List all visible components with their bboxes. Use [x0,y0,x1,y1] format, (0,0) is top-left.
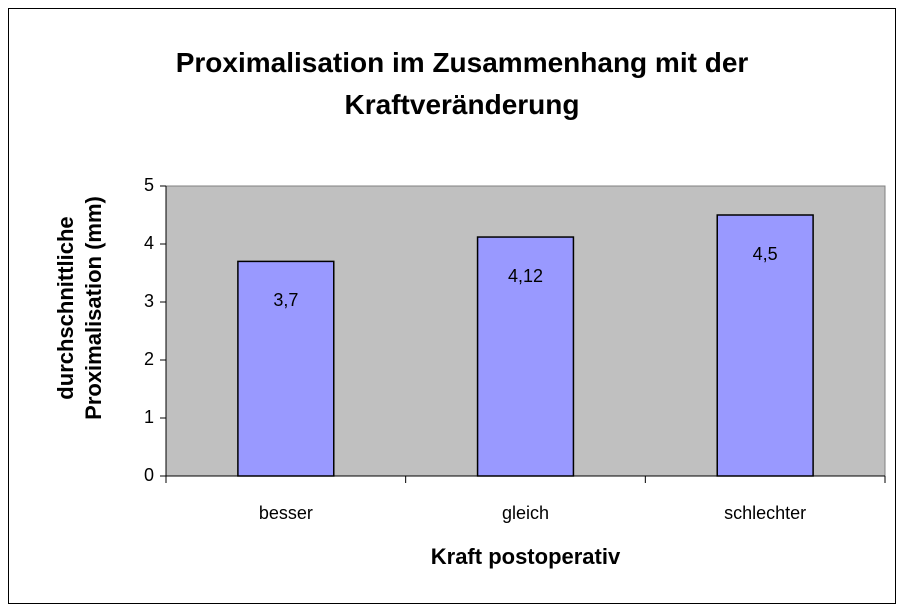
y-tick-label: 0 [144,465,154,485]
y-tick-label: 5 [144,175,154,195]
x-tick-label: gleich [502,503,549,523]
y-tick-label: 4 [144,233,154,253]
chart-title: Proximalisation im Zusammenhang mit der … [175,47,749,120]
y-tick-label: 3 [144,291,154,311]
bar [237,260,335,477]
x-tick-label: besser [259,503,313,523]
y-tick-label: 1 [144,407,154,427]
y-tick-label: 2 [144,349,154,369]
data-label: 3,7 [273,290,298,310]
x-axis-label: Kraft postoperativ [430,544,621,569]
data-label: 4,5 [753,244,778,264]
y-axis-label: durchschnittliche Proximalisation (mm) [53,196,106,420]
bar [716,214,814,477]
x-tick-label: schlechter [724,503,806,523]
data-label: 4,12 [508,266,543,286]
bar [476,236,575,477]
